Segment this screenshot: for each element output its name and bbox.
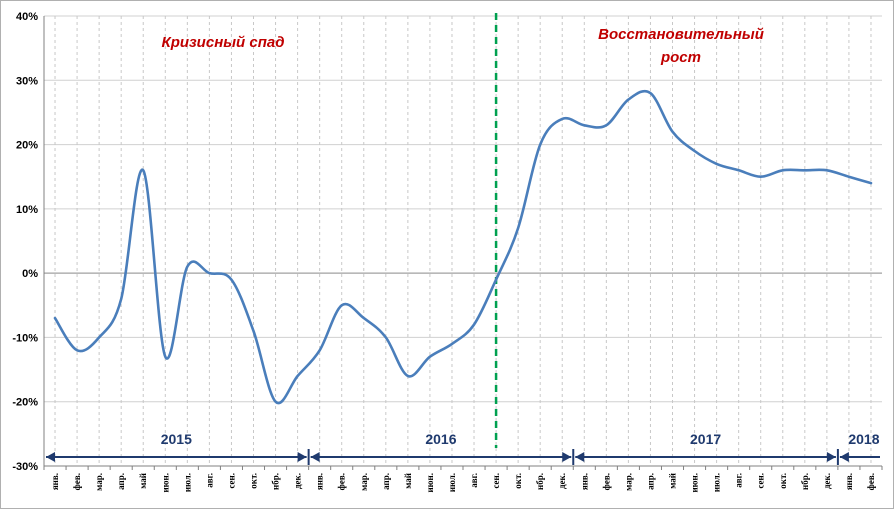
year-label: 2016 [425, 431, 456, 447]
x-tick-label: июл. [447, 473, 457, 492]
x-tick-label: фев. [72, 473, 82, 490]
x-tick-label: мар. [623, 473, 633, 491]
x-tick-label: апр. [381, 473, 391, 490]
annotation-recovery-line2: рост [660, 49, 701, 66]
year-arrowhead [562, 452, 572, 462]
y-tick-label: 0% [22, 268, 38, 280]
y-tick-label: 20% [16, 140, 38, 152]
x-tick-label: фев. [337, 473, 347, 490]
annotation-recovery-line1: Восстановительный [598, 26, 764, 43]
year-arrowhead [297, 452, 307, 462]
x-tick-label: янв. [844, 473, 854, 490]
x-tick-label: июн. [690, 473, 700, 493]
x-tick-label: фев. [601, 473, 611, 490]
year-label: 2018 [848, 431, 879, 447]
x-tick-label: окт. [513, 473, 523, 489]
x-tick-label: нбр. [535, 473, 545, 490]
x-tick-label: июл. [712, 473, 722, 492]
x-tick-label: сен. [491, 473, 501, 489]
x-tick-label: май [403, 473, 413, 489]
year-arrowhead [575, 452, 585, 462]
year-label: 2015 [161, 431, 192, 447]
x-tick-label: нбр. [800, 473, 810, 490]
x-tick-label: янв. [50, 473, 60, 490]
x-tick-label: авг. [204, 473, 214, 488]
series-line [53, 89, 873, 405]
year-arrowhead [46, 452, 55, 462]
x-tick-label: апр. [645, 473, 655, 490]
x-tick-label: июн. [160, 473, 170, 493]
year-arrowhead [310, 452, 320, 462]
x-tick-label: мар. [94, 473, 104, 491]
year-label: 2017 [690, 431, 721, 447]
x-tick-label: дек. [822, 473, 832, 489]
y-tick-label: 10% [16, 204, 38, 216]
x-tick-label: май [668, 473, 678, 489]
year-arrowhead [826, 452, 836, 462]
x-tick-label: авг. [734, 473, 744, 488]
x-tick-label: дек. [557, 473, 567, 489]
x-tick-label: сен. [226, 473, 236, 489]
x-tick-label: сен. [756, 473, 766, 489]
x-tick-label: апр. [116, 473, 126, 490]
x-tick-label: мар. [359, 473, 369, 491]
x-tick-label: янв. [579, 473, 589, 490]
year-arrowhead [839, 452, 849, 462]
x-tick-label: фев. [866, 473, 876, 490]
x-tick-label: июл. [182, 473, 192, 492]
x-tick-label: окт. [778, 473, 788, 489]
x-tick-label: янв. [315, 473, 325, 490]
x-tick-label: май [138, 473, 148, 489]
y-tick-label: 30% [16, 75, 38, 87]
y-tick-label: 40% [16, 11, 38, 23]
y-tick-label: -30% [12, 461, 38, 473]
x-tick-label: дек. [293, 473, 303, 489]
x-tick-label: нбр. [271, 473, 281, 490]
y-tick-label: -20% [12, 397, 38, 409]
annotation-crisis: Кризисный спад [161, 34, 284, 51]
x-tick-label: июн. [425, 473, 435, 493]
y-tick-label: -10% [12, 332, 38, 344]
x-tick-label: окт. [249, 473, 259, 489]
x-tick-label: авг. [469, 473, 479, 488]
